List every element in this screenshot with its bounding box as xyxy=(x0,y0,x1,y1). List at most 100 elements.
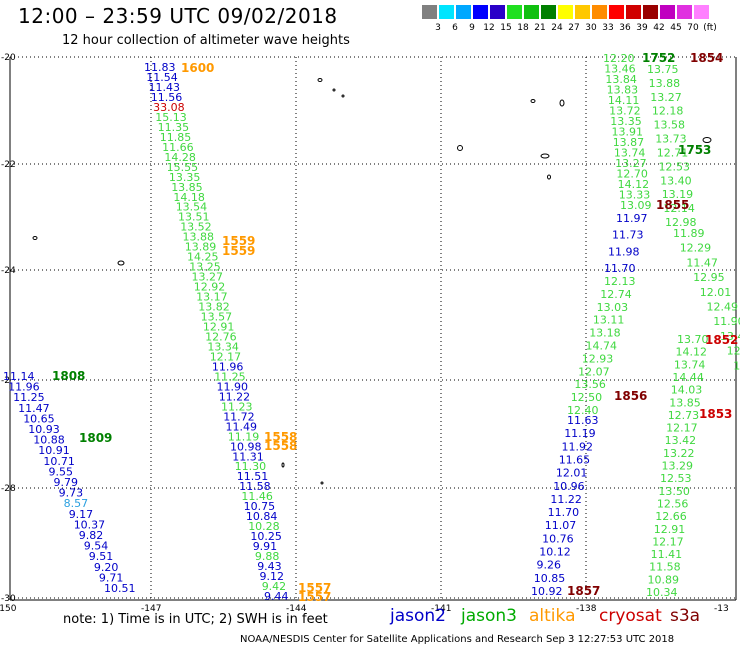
wave-height-label: 12.13 xyxy=(604,275,636,288)
wave-height-label: 12.18 xyxy=(652,105,684,118)
lon-tick-label: -13 xyxy=(714,604,729,614)
wave-height-label: 12.4 xyxy=(733,359,740,372)
island-4 xyxy=(530,99,536,103)
wave-height-label: 12.66 xyxy=(655,510,687,523)
scale-label: 27 xyxy=(568,23,580,33)
wave-height-label: 11.85 xyxy=(160,131,192,144)
scale-swatch xyxy=(677,5,692,19)
lat-tick-label: -30 xyxy=(1,594,16,604)
wave-height-label: 12.69 xyxy=(727,345,740,358)
wave-height-label: 13.34 xyxy=(207,341,239,354)
time-label-1854: 1854 xyxy=(690,51,723,65)
wave-height-label: 12.29 xyxy=(680,242,712,255)
wave-height-label: 12.53 xyxy=(660,472,692,485)
wave-height-label: 13.35 xyxy=(169,171,201,184)
island-3 xyxy=(341,94,345,98)
wave-height-label: 10.71 xyxy=(43,455,75,468)
wave-height-label: 11.51 xyxy=(237,470,268,483)
wave-height-label: 10.51 xyxy=(104,582,136,595)
wave-height-label: 11.19 xyxy=(564,427,596,440)
wave-height-label: 9.43 xyxy=(257,560,282,573)
island-10 xyxy=(32,236,38,240)
time-label-1558b: 1558 xyxy=(264,439,297,453)
wave-height-label: 13.72 xyxy=(609,105,641,118)
wave-height-label: 12.17 xyxy=(652,535,684,548)
wave-height-label: 11.92 xyxy=(562,440,594,453)
lat-tick-label: -22 xyxy=(1,160,16,170)
wave-height-label: 11.97 xyxy=(616,212,648,225)
wave-height-label: 12.76 xyxy=(205,331,237,344)
wave-height-label: 9.26 xyxy=(537,559,562,572)
lat-tick-label: -28 xyxy=(1,484,16,494)
wave-height-label: 13.40 xyxy=(660,174,692,187)
wave-height-label: 11.49 xyxy=(226,420,258,433)
time-label-1856: 1856 xyxy=(614,389,647,403)
island-2 xyxy=(332,88,336,92)
wave-height-label: 12.20 xyxy=(603,52,635,65)
scale-swatch xyxy=(507,5,522,19)
wave-height-label: 13.22 xyxy=(663,447,695,460)
wave-height-label: 12.01 xyxy=(556,467,588,480)
wave-height-label: 12.74 xyxy=(600,288,632,301)
wave-height-label: 13.82 xyxy=(198,301,230,314)
wave-height-label: 12.56 xyxy=(657,498,689,511)
time-label-1557b: 1557 xyxy=(298,590,331,604)
scale-swatch xyxy=(558,5,573,19)
scale-label: (ft) xyxy=(703,23,717,33)
scale-label: 9 xyxy=(469,23,475,33)
island-7 xyxy=(540,153,550,159)
wave-height-label: 11.65 xyxy=(559,454,591,467)
wave-height-label: 10.12 xyxy=(539,546,571,559)
wave-height-label: 10.76 xyxy=(542,532,574,545)
wave-height-label: 11.35 xyxy=(158,121,190,134)
lon-tick-label: -144 xyxy=(286,604,307,614)
wave-height-label: 13.89 xyxy=(185,241,217,254)
wave-height-label: 10.65 xyxy=(23,412,55,425)
wave-height-label: 13.58 xyxy=(654,119,686,132)
lon-tick-label: -150 xyxy=(0,604,17,614)
wave-height-label: 11.89 xyxy=(673,227,705,240)
lat-tick-label: -20 xyxy=(1,53,16,63)
wave-height-label: 13.27 xyxy=(192,271,224,284)
wave-height-label: 13.75 xyxy=(647,63,679,76)
wave-height-label: 11.70 xyxy=(548,506,580,519)
scale-swatch xyxy=(541,5,556,19)
wave-height-label: 11.56 xyxy=(151,91,183,104)
scale-swatch xyxy=(524,5,539,19)
wave-height-label: 10.37 xyxy=(74,518,106,531)
wave-height-label: 11.73 xyxy=(612,229,644,242)
island-13 xyxy=(320,481,324,485)
wave-height-label: 14.11 xyxy=(608,94,640,107)
wave-height-label: 13.85 xyxy=(171,181,203,194)
lat-tick-label: -24 xyxy=(1,266,16,276)
wave-height-label: 10.96 xyxy=(553,480,585,493)
scale-label: 15 xyxy=(500,23,512,33)
credit-line: NOAA/NESDIS Center for Satellite Applica… xyxy=(240,634,675,645)
legend-jason2: jason2 xyxy=(390,606,446,626)
wave-height-label: 12.92 xyxy=(194,281,226,294)
wave-height-label: 13.46 xyxy=(604,63,636,76)
scale-label: 33 xyxy=(602,23,614,33)
time-label-1600: 1600 xyxy=(181,61,214,75)
wave-height-label: 12.53 xyxy=(659,160,691,173)
wave-height-label: 13.87 xyxy=(613,136,645,149)
wave-height-label: 11.23 xyxy=(221,400,253,413)
wave-height-label: 12.14 xyxy=(663,202,695,215)
wave-height-label: 9.79 xyxy=(54,476,79,489)
legend-cryosat: cryosat xyxy=(599,606,662,626)
wave-height-label: 11.90 xyxy=(713,315,740,328)
wave-height-label: 13.56 xyxy=(574,378,606,391)
island-11 xyxy=(117,260,125,266)
wave-height-label: 13.54 xyxy=(176,201,208,214)
wave-height-label: 12.70 xyxy=(616,168,648,181)
wave-height-label: 11.31 xyxy=(232,450,263,463)
wave-height-label: 12.07 xyxy=(578,365,610,378)
wave-height-label: 10.92 xyxy=(531,585,563,598)
time-label-1857: 1857 xyxy=(567,584,600,598)
wave-height-label: 13.52 xyxy=(180,221,212,234)
scale-label: 18 xyxy=(517,23,529,33)
wave-height-label: 11.54 xyxy=(146,71,178,84)
wave-height-label: 10.34 xyxy=(646,586,678,599)
wave-height-label: 9.73 xyxy=(59,487,84,500)
